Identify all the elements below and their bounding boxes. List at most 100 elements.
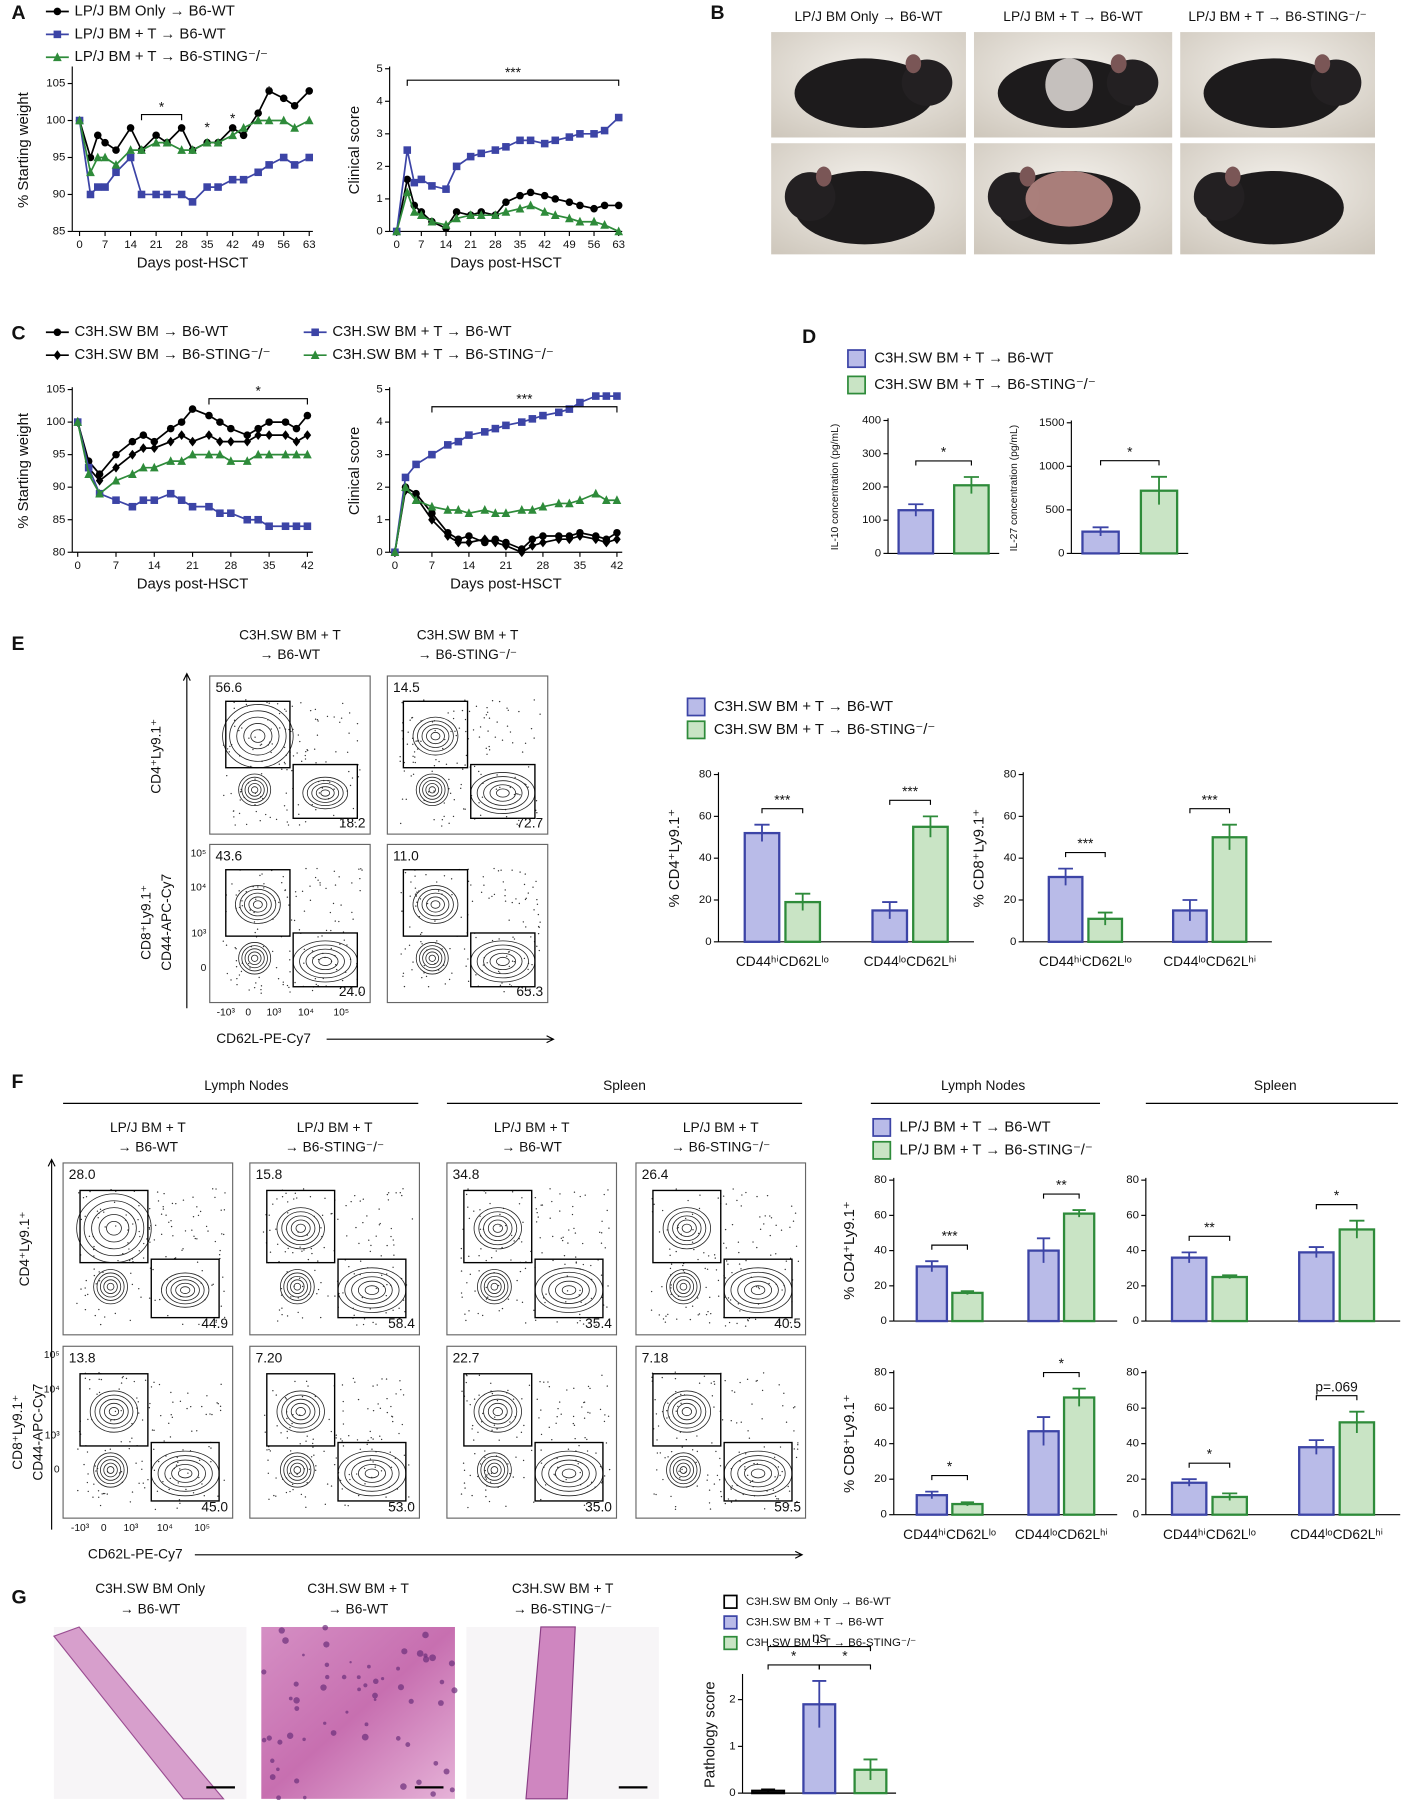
contour	[364, 1285, 380, 1296]
event	[780, 1229, 783, 1231]
event	[464, 808, 466, 810]
event	[125, 1214, 127, 1216]
contour	[412, 716, 459, 756]
event	[80, 1288, 82, 1290]
event	[286, 809, 288, 811]
event	[117, 1259, 119, 1262]
marker	[476, 210, 486, 219]
error-bar	[1222, 1492, 1238, 1501]
event	[278, 712, 281, 715]
event	[487, 730, 489, 732]
marker	[139, 443, 148, 454]
error-bar	[960, 1290, 975, 1295]
y-tick-label: 20	[1004, 894, 1017, 906]
event	[589, 1387, 591, 1390]
event	[488, 745, 490, 748]
contour	[679, 1466, 688, 1474]
legend-label: LP/J BM + T → B6-STING⁻/⁻	[899, 1142, 1092, 1158]
y-tick-label: 2	[376, 481, 382, 493]
event	[437, 890, 440, 892]
nucleus	[364, 1722, 369, 1727]
event	[157, 1200, 160, 1202]
event	[746, 1474, 749, 1477]
legend-label: C3H.SW BM → B6-STING⁻/⁻	[75, 347, 271, 363]
gate-value: 35.0	[585, 1499, 612, 1514]
marker	[402, 187, 412, 197]
event	[375, 1323, 377, 1325]
event	[288, 986, 290, 989]
event	[77, 1448, 79, 1450]
event	[468, 1310, 470, 1312]
event	[600, 1242, 603, 1244]
contour	[252, 900, 263, 909]
event	[528, 1384, 531, 1386]
marker	[516, 191, 524, 200]
event	[552, 1235, 554, 1238]
event	[413, 751, 416, 753]
marker	[403, 175, 412, 184]
event	[490, 1382, 492, 1384]
event	[584, 1194, 586, 1196]
event	[590, 1297, 593, 1300]
mouse-ear	[1019, 166, 1036, 187]
panel-label: G	[12, 1586, 27, 1608]
event	[467, 1206, 469, 1208]
event	[759, 1228, 762, 1231]
contour	[478, 1394, 518, 1429]
event	[308, 1468, 311, 1470]
y-tick-label: 20	[699, 894, 712, 906]
event	[313, 748, 316, 750]
y-axis-title: % CD4⁺Ly9.1⁺	[842, 1201, 858, 1300]
contour	[165, 1275, 205, 1305]
event	[560, 1413, 562, 1415]
event	[513, 1240, 515, 1242]
contour	[417, 888, 454, 921]
event	[205, 1225, 208, 1228]
event	[601, 1220, 603, 1222]
event	[763, 1508, 766, 1510]
event	[658, 1314, 660, 1316]
contour	[93, 1269, 128, 1305]
event	[713, 1254, 716, 1256]
marker	[576, 398, 584, 407]
gate-value: 43.6	[215, 849, 242, 864]
contour	[157, 1455, 213, 1492]
event	[717, 1279, 720, 1282]
contour	[315, 786, 335, 800]
event	[137, 1401, 139, 1403]
event	[781, 1289, 783, 1291]
event	[511, 869, 513, 871]
marker	[551, 136, 560, 145]
marker	[281, 522, 290, 531]
contour	[279, 1452, 315, 1488]
event	[579, 1195, 581, 1198]
event	[605, 1442, 608, 1444]
error-bar	[1151, 475, 1167, 505]
event	[85, 1196, 88, 1198]
event	[656, 1452, 659, 1454]
event	[319, 882, 321, 884]
event	[390, 1505, 392, 1508]
event	[216, 1402, 218, 1404]
event	[285, 1192, 287, 1195]
mouse-ear	[1314, 54, 1331, 74]
contour	[320, 789, 331, 797]
x-axis-title: Days post-HSCT	[450, 255, 562, 271]
event	[156, 1191, 159, 1193]
event	[653, 1493, 655, 1495]
event	[795, 1245, 798, 1247]
y-axis-title: % CD8⁺Ly9.1⁺	[842, 1394, 858, 1493]
event	[501, 982, 503, 984]
event	[301, 1317, 304, 1319]
marker	[491, 424, 500, 433]
contour	[737, 1276, 779, 1304]
event	[450, 878, 453, 880]
legend-label: LP/J BM + T → B6-WT	[899, 1119, 1050, 1135]
event	[223, 1209, 226, 1211]
significance: **	[1204, 1220, 1215, 1235]
event	[325, 929, 328, 932]
event	[442, 747, 444, 750]
event	[410, 881, 412, 883]
event	[510, 1259, 512, 1261]
event	[355, 1473, 358, 1475]
